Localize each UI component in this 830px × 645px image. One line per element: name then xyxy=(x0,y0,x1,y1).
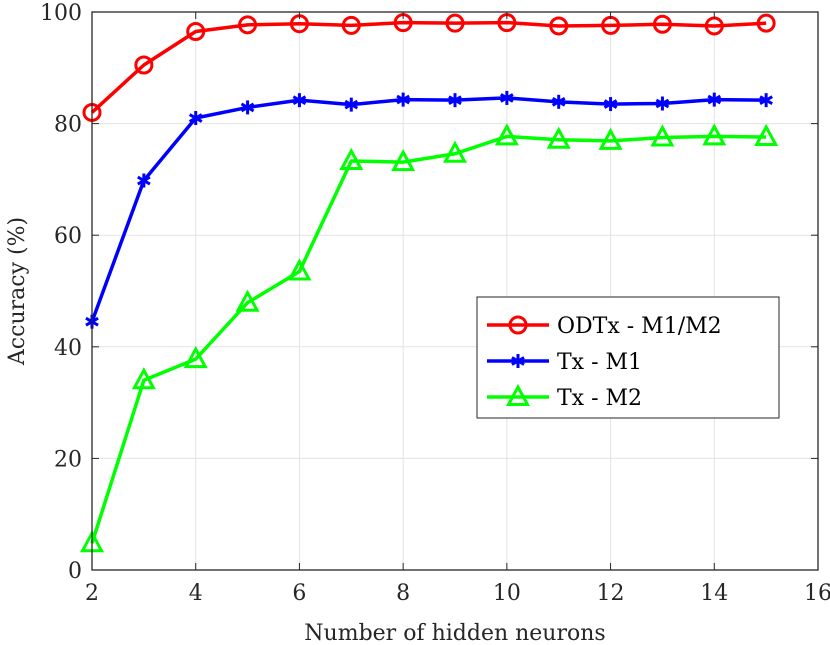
data-point xyxy=(240,100,255,115)
legend-marker xyxy=(505,383,531,406)
x-tick-label: 6 xyxy=(292,581,306,606)
series-odtx-m1-m2 xyxy=(82,13,776,122)
data-point xyxy=(442,140,468,163)
axes-box xyxy=(91,11,819,571)
x-tick-label: 8 xyxy=(396,581,410,606)
data-point xyxy=(707,92,722,107)
series-tx-m2 xyxy=(79,123,779,553)
x-tick-label: 12 xyxy=(597,581,625,606)
legend-marker xyxy=(511,354,525,368)
data-point xyxy=(551,94,566,109)
y-tick-label: 60 xyxy=(54,224,82,249)
data-point xyxy=(238,15,258,35)
data-point xyxy=(445,13,465,33)
legend-label: ODTx - M1/M2 xyxy=(557,314,722,339)
data-point xyxy=(754,123,779,146)
y-tick-label: 80 xyxy=(54,113,82,138)
data-point xyxy=(655,96,670,111)
data-point xyxy=(759,93,773,108)
data-point xyxy=(396,92,410,107)
data-point xyxy=(341,15,361,35)
y-tick-label: 100 xyxy=(40,1,82,26)
x-axis-label: Number of hidden neurons xyxy=(304,621,605,645)
data-point xyxy=(344,97,359,112)
series-tx-m1 xyxy=(85,90,773,329)
axis-ticks: 2 4 6 8 10 12 14 16 0 20 40 60 80 100 xyxy=(40,1,830,606)
legend: ODTx - M1/M2 Tx - M1 Tx - M2 xyxy=(476,296,780,419)
data-point xyxy=(183,345,208,369)
x-tick-label: 16 xyxy=(804,581,830,606)
data-point xyxy=(756,13,776,33)
data-point xyxy=(603,97,618,112)
data-point xyxy=(391,148,416,172)
x-tick-label: 10 xyxy=(493,581,521,606)
data-point xyxy=(494,123,519,146)
data-point xyxy=(652,14,672,34)
y-tick-label: 40 xyxy=(54,336,82,361)
data-point xyxy=(186,22,206,42)
data-point xyxy=(339,147,364,170)
data-point xyxy=(549,16,569,36)
y-tick-label: 20 xyxy=(54,447,82,472)
legend-label: Tx - M1 xyxy=(557,350,642,375)
x-tick-label: 2 xyxy=(85,581,99,606)
legend-item: Tx - M2 xyxy=(487,383,642,411)
series-line xyxy=(90,134,767,544)
data-point xyxy=(448,93,462,108)
plot-series xyxy=(79,13,779,553)
data-point xyxy=(546,126,571,149)
data-point xyxy=(500,90,514,105)
data-point xyxy=(598,127,623,150)
data-point xyxy=(702,123,727,146)
data-point xyxy=(134,55,154,75)
x-tick-label: 4 xyxy=(189,581,203,606)
legend-item: Tx - M1 xyxy=(487,350,642,375)
data-point xyxy=(235,289,260,312)
data-point xyxy=(292,93,307,108)
legend-item: ODTx - M1/M2 xyxy=(487,314,722,339)
series-line xyxy=(90,96,767,323)
data-point xyxy=(131,367,156,390)
data-point xyxy=(650,124,675,147)
legend-marker xyxy=(508,315,528,335)
x-tick-label: 14 xyxy=(700,581,728,606)
legend-label: Tx - M2 xyxy=(557,386,642,411)
y-axis-label: Accuracy (%) xyxy=(5,217,30,366)
y-tick-label: 0 xyxy=(68,559,82,584)
data-point xyxy=(287,258,312,281)
data-point xyxy=(137,173,151,188)
data-point xyxy=(188,111,203,126)
